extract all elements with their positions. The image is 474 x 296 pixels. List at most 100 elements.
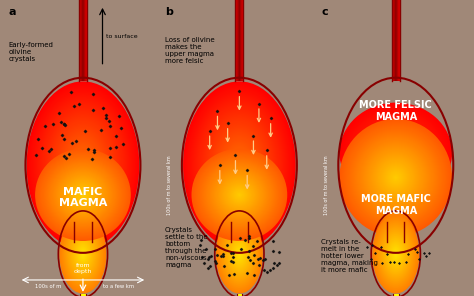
Polygon shape — [236, 0, 243, 81]
Ellipse shape — [395, 177, 397, 178]
Ellipse shape — [390, 148, 401, 158]
Ellipse shape — [225, 181, 254, 209]
Ellipse shape — [41, 155, 125, 235]
Ellipse shape — [73, 151, 92, 179]
Ellipse shape — [355, 135, 437, 221]
Polygon shape — [80, 0, 86, 81]
Polygon shape — [80, 294, 86, 296]
Polygon shape — [79, 0, 87, 81]
Ellipse shape — [79, 160, 87, 171]
Ellipse shape — [372, 131, 420, 175]
Polygon shape — [79, 0, 87, 81]
Ellipse shape — [196, 153, 283, 237]
Ellipse shape — [389, 242, 403, 266]
Polygon shape — [82, 0, 84, 81]
Ellipse shape — [230, 186, 248, 203]
Ellipse shape — [49, 162, 117, 228]
Polygon shape — [395, 0, 397, 81]
Ellipse shape — [346, 126, 446, 229]
Ellipse shape — [228, 235, 251, 273]
Ellipse shape — [80, 192, 86, 198]
Polygon shape — [80, 294, 86, 296]
Polygon shape — [82, 0, 84, 81]
Ellipse shape — [383, 234, 408, 274]
Ellipse shape — [77, 244, 89, 265]
Ellipse shape — [348, 110, 444, 196]
Ellipse shape — [376, 221, 415, 287]
Ellipse shape — [198, 155, 281, 235]
Ellipse shape — [187, 87, 292, 244]
Ellipse shape — [220, 137, 258, 193]
Ellipse shape — [71, 183, 95, 206]
Polygon shape — [81, 0, 85, 81]
Polygon shape — [393, 294, 399, 296]
Polygon shape — [393, 294, 399, 296]
Ellipse shape — [231, 240, 247, 268]
Ellipse shape — [220, 222, 258, 286]
Polygon shape — [393, 294, 399, 296]
Ellipse shape — [37, 151, 128, 239]
Ellipse shape — [388, 241, 403, 267]
Ellipse shape — [62, 134, 104, 196]
Polygon shape — [394, 0, 398, 81]
Ellipse shape — [374, 217, 418, 292]
Polygon shape — [80, 294, 86, 296]
Polygon shape — [80, 294, 86, 296]
Ellipse shape — [68, 230, 98, 279]
Polygon shape — [393, 294, 399, 296]
Ellipse shape — [352, 132, 440, 223]
Ellipse shape — [65, 224, 101, 284]
Ellipse shape — [212, 169, 266, 221]
Ellipse shape — [80, 249, 86, 259]
Ellipse shape — [71, 233, 95, 275]
Ellipse shape — [40, 101, 126, 230]
Polygon shape — [237, 294, 242, 296]
Polygon shape — [80, 294, 86, 296]
Polygon shape — [393, 0, 398, 81]
Polygon shape — [393, 0, 399, 81]
Ellipse shape — [68, 229, 98, 280]
Ellipse shape — [216, 173, 263, 217]
Text: c: c — [321, 7, 328, 17]
Polygon shape — [80, 294, 86, 296]
Ellipse shape — [379, 226, 412, 282]
Ellipse shape — [379, 225, 413, 283]
Ellipse shape — [339, 119, 452, 236]
Polygon shape — [81, 0, 85, 81]
Polygon shape — [392, 0, 400, 81]
Polygon shape — [237, 294, 242, 296]
Ellipse shape — [194, 98, 284, 232]
Ellipse shape — [68, 143, 98, 188]
Ellipse shape — [229, 238, 249, 271]
Polygon shape — [237, 0, 242, 81]
Polygon shape — [393, 294, 399, 296]
Polygon shape — [237, 294, 242, 296]
Ellipse shape — [364, 124, 428, 181]
Ellipse shape — [231, 239, 248, 268]
Ellipse shape — [60, 215, 106, 293]
Ellipse shape — [374, 134, 418, 172]
Polygon shape — [80, 0, 86, 81]
Ellipse shape — [217, 173, 262, 216]
Ellipse shape — [341, 104, 450, 202]
Polygon shape — [237, 294, 242, 296]
Ellipse shape — [363, 143, 428, 212]
Ellipse shape — [69, 231, 97, 277]
Ellipse shape — [47, 160, 119, 229]
Ellipse shape — [208, 118, 271, 213]
Polygon shape — [237, 294, 242, 296]
Polygon shape — [236, 0, 243, 81]
Ellipse shape — [57, 126, 109, 205]
Polygon shape — [393, 294, 399, 296]
Polygon shape — [393, 0, 398, 81]
Polygon shape — [80, 294, 86, 296]
Polygon shape — [394, 0, 398, 81]
Ellipse shape — [201, 157, 278, 233]
Polygon shape — [80, 294, 86, 296]
Ellipse shape — [226, 182, 253, 208]
Ellipse shape — [391, 245, 401, 263]
Polygon shape — [394, 0, 398, 81]
Ellipse shape — [72, 236, 94, 273]
Polygon shape — [238, 0, 241, 81]
Polygon shape — [238, 0, 240, 81]
